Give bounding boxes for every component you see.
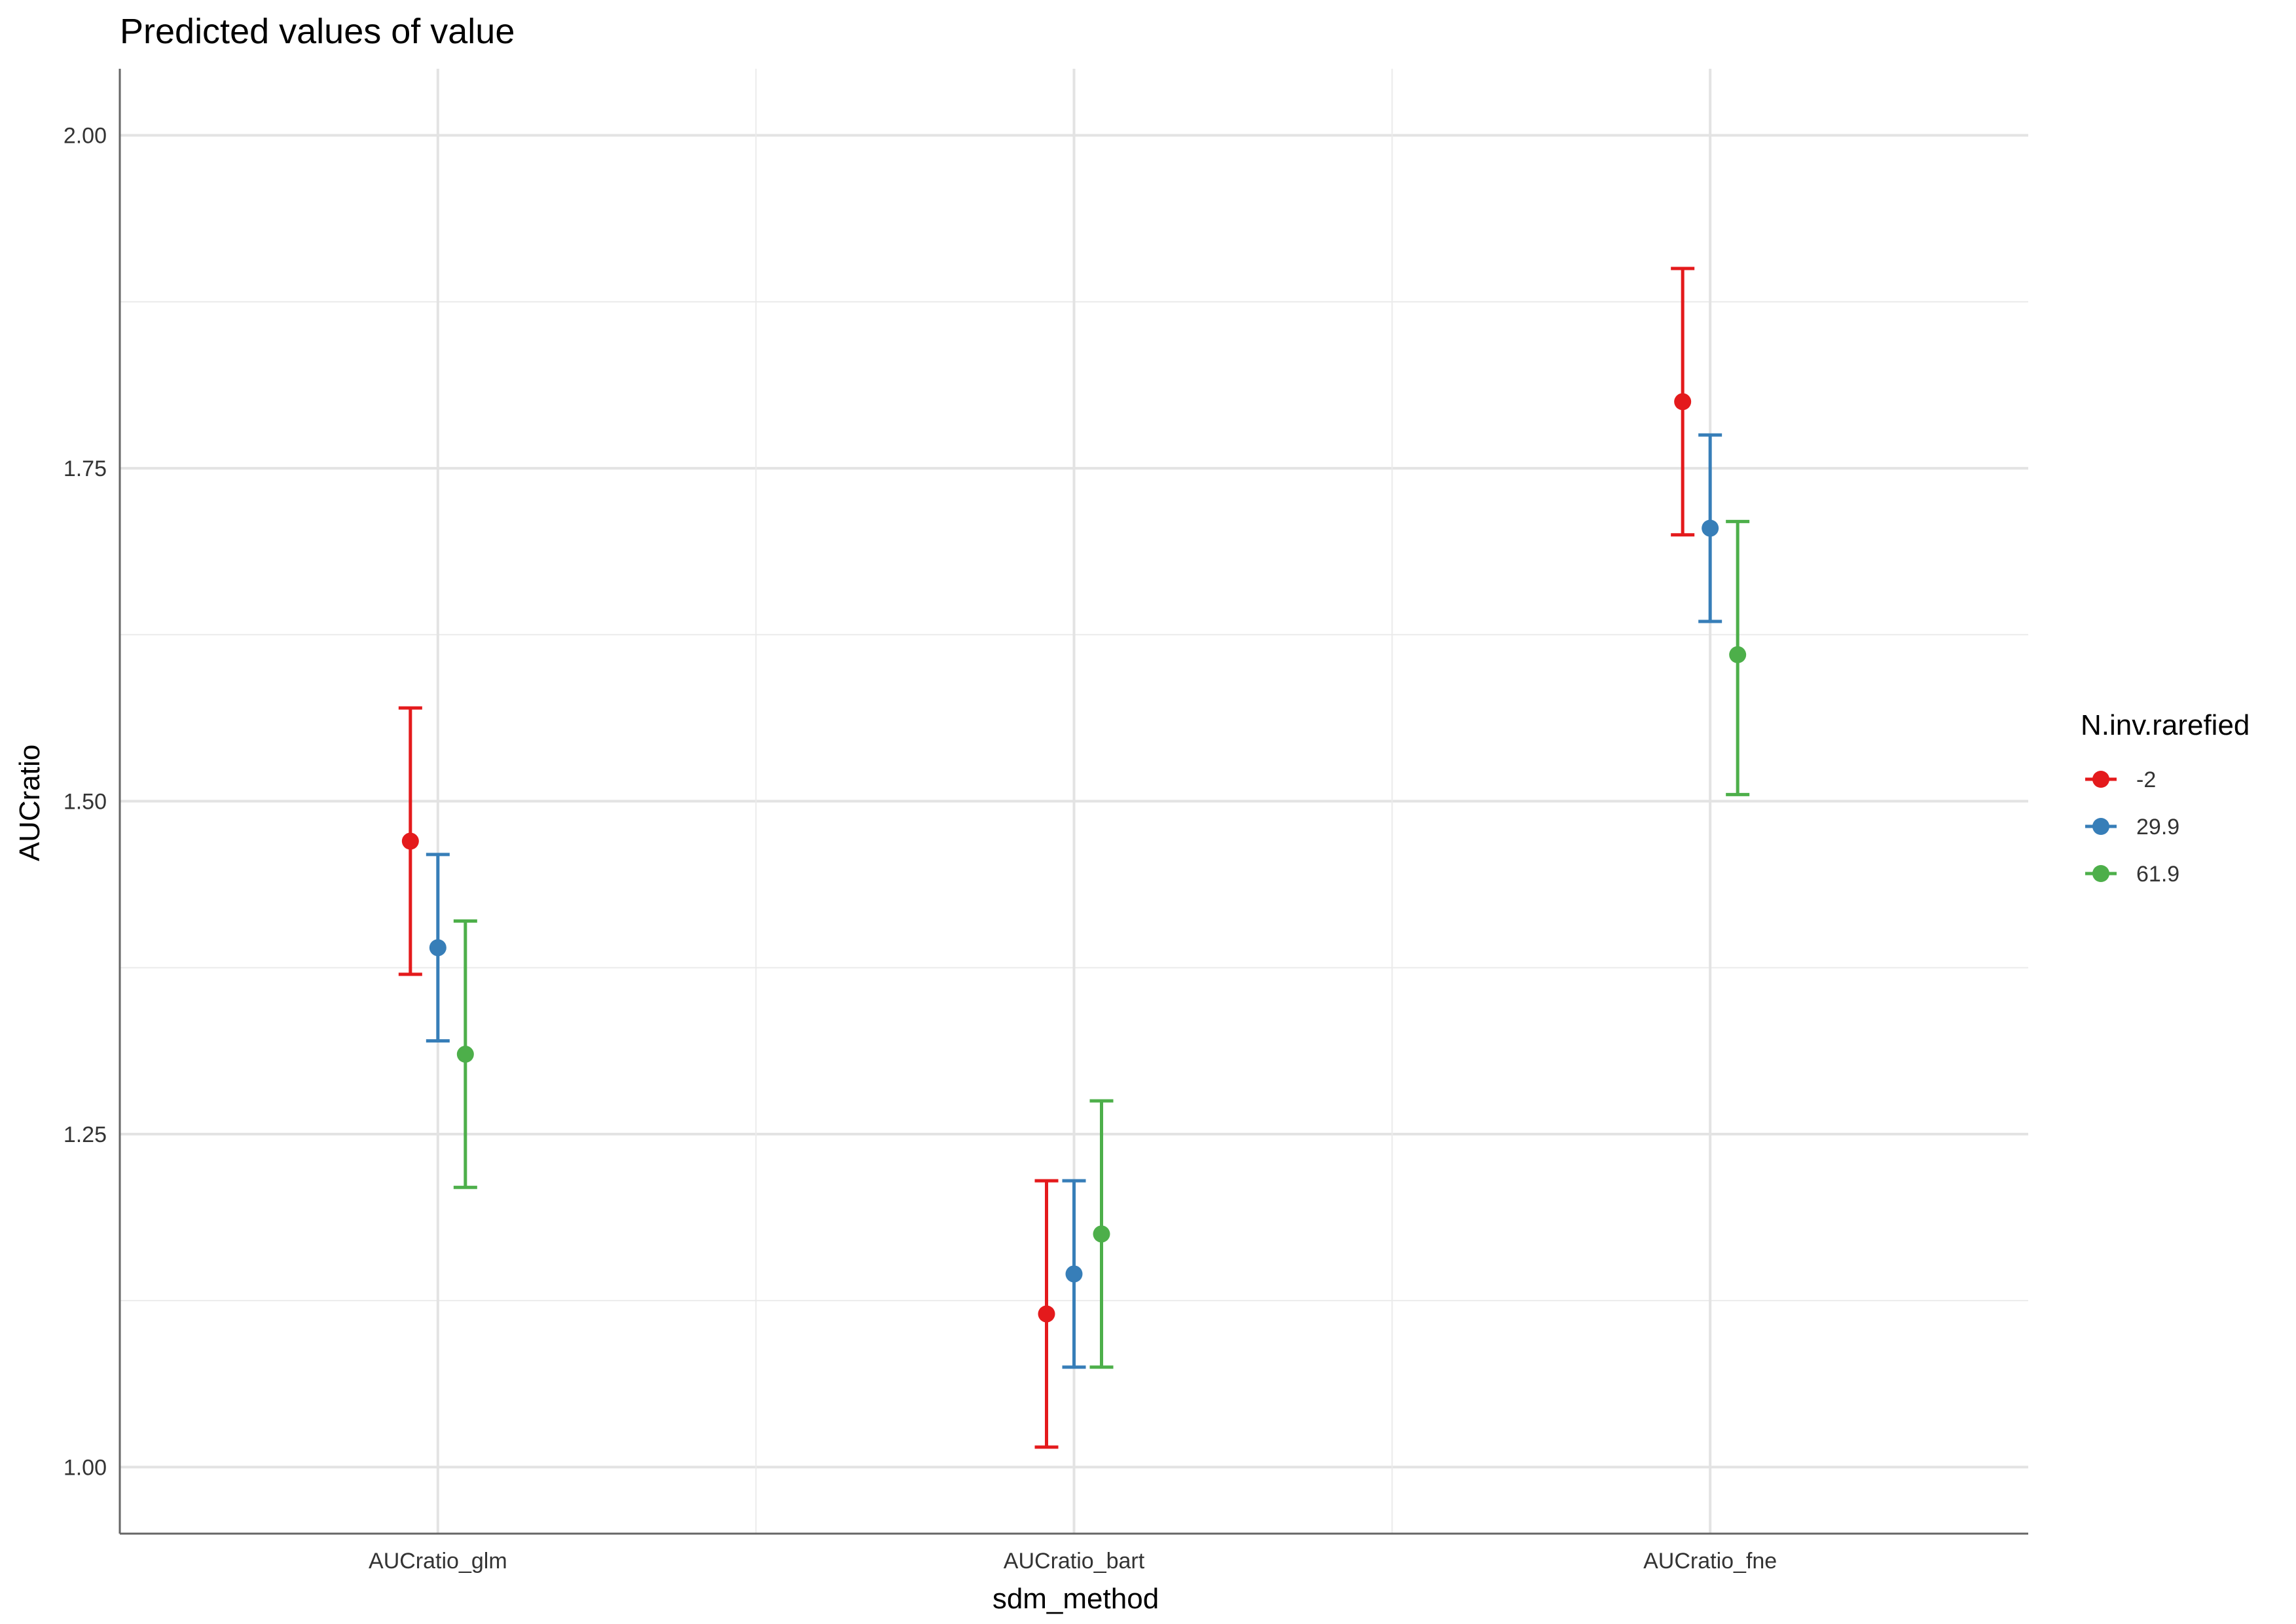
legend-item: 61.9 [2085, 862, 2179, 887]
legend-key-point [2092, 818, 2109, 835]
data-marks [398, 267, 1750, 1449]
x-axis-title: sdm_method [993, 1583, 1159, 1615]
legend-key-point [2092, 865, 2109, 882]
y-tick-label: 1.00 [64, 1455, 107, 1480]
chart-title: Predicted values of value [120, 12, 515, 51]
y-tick-label: 2.00 [64, 124, 107, 149]
error-bar-group [1034, 1179, 1059, 1449]
legend-label: -2 [2136, 767, 2156, 792]
data-point [456, 1045, 474, 1063]
data-point [1674, 393, 1692, 411]
error-bar-group [426, 853, 450, 1043]
data-point [429, 939, 446, 957]
error-bar-group [1671, 267, 1695, 537]
x-tick-label: AUCratio_glm [369, 1549, 507, 1574]
error-bar-group [398, 706, 422, 976]
error-bar-group [1726, 519, 1750, 796]
axes [118, 69, 2028, 1535]
error-bar-group [1698, 433, 1722, 623]
y-tick-label: 1.75 [64, 456, 107, 481]
data-point [1729, 646, 1747, 663]
data-point [1038, 1305, 1055, 1323]
y-tick-label: 1.25 [64, 1122, 107, 1147]
data-point [1093, 1225, 1110, 1243]
legend-key-point [2092, 771, 2109, 788]
data-point [1065, 1265, 1083, 1283]
legend-title: N.inv.rarefied [2081, 709, 2250, 741]
legend: N.inv.rarefied -2 29.9 61.9 [2081, 709, 2250, 887]
data-point [1702, 519, 1719, 537]
data-point [401, 832, 419, 850]
error-bar-group [453, 919, 477, 1189]
legend-label: 29.9 [2136, 815, 2179, 840]
legend-label: 61.9 [2136, 862, 2179, 887]
legend-item: -2 [2085, 767, 2156, 792]
error-bar-group [1062, 1179, 1086, 1369]
tick-labels: 1.00 1.25 1.50 1.75 2.00 AUCratio_glm AUCratio… [64, 124, 1777, 1574]
y-axis-title: AUCratio [14, 745, 46, 862]
error-bar-group [1089, 1099, 1114, 1369]
y-tick-label: 1.50 [64, 790, 107, 815]
x-tick-label: AUCratio_fne [1643, 1549, 1777, 1574]
x-tick-label: AUCratio_bart [1004, 1549, 1145, 1574]
legend-item: 29.9 [2085, 815, 2179, 840]
